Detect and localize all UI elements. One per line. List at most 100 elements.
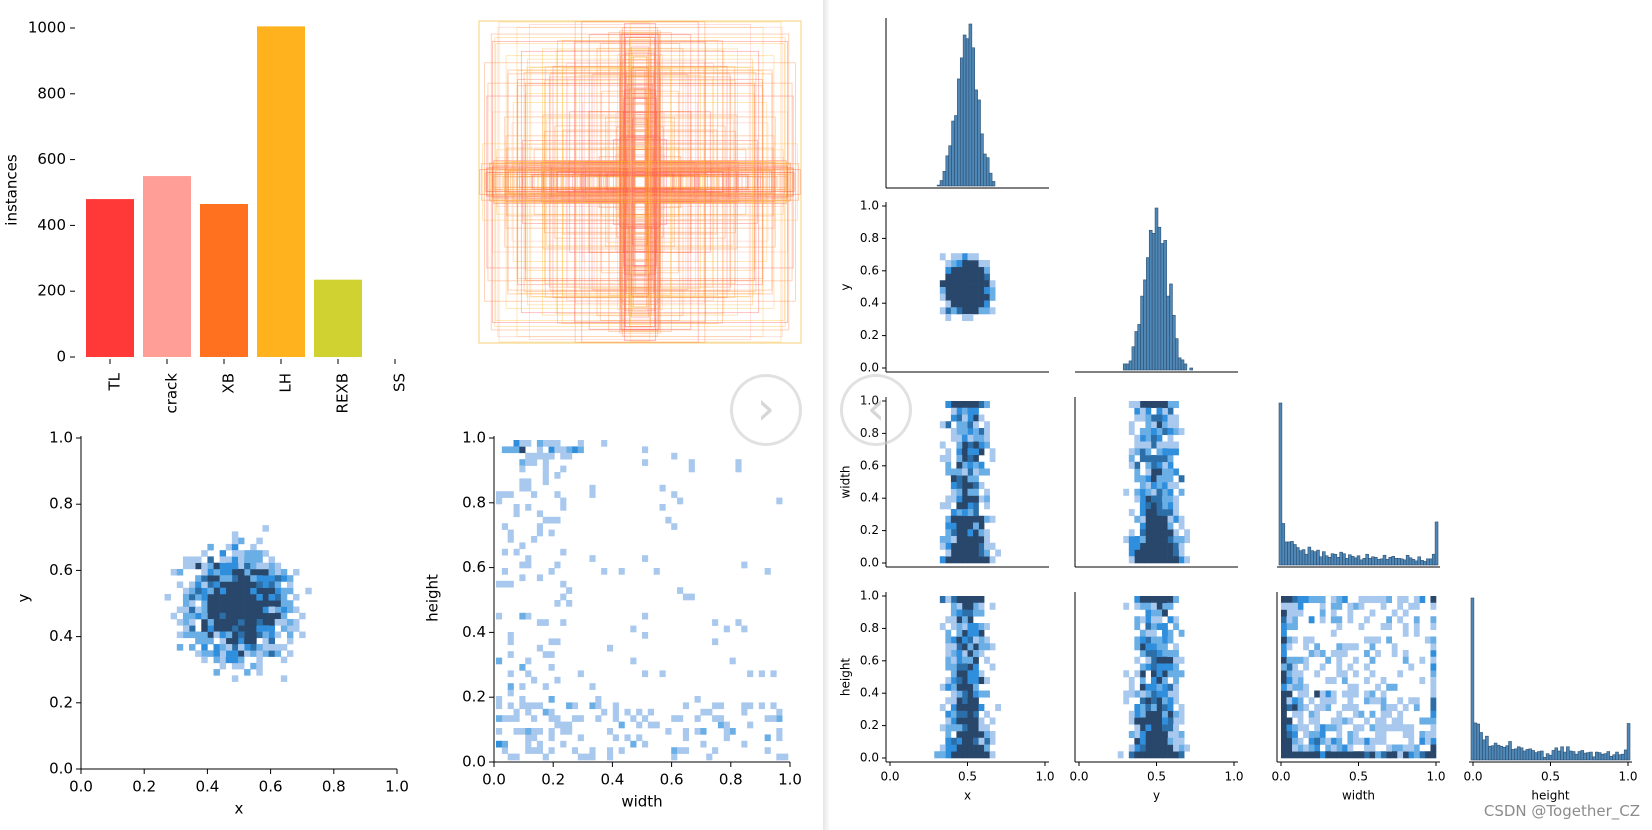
wh-heat-cell: [548, 440, 555, 447]
wh-heat-cell: [624, 708, 631, 716]
box-outline: [612, 139, 668, 225]
wh-heat-cell: [735, 465, 742, 473]
xy-heat-cell: [280, 625, 288, 632]
pair-width-height-heat-cell: [1397, 724, 1404, 732]
pair-width-height-heat-cell: [1430, 643, 1437, 651]
pair-width-width-hist-bar: [1431, 553, 1436, 566]
pair-width-height-heat-cell: [1402, 629, 1409, 637]
pair-y-height-heat-cell: [1134, 656, 1141, 664]
pair-y-width-heat-cell: [1162, 441, 1168, 449]
pair-x-width-heat-cell: [956, 434, 963, 442]
pair-x-width-heat-cell: [967, 556, 974, 564]
box-outline: [631, 90, 649, 274]
xy-heat-cell: [189, 593, 196, 601]
pair-y-width-heat-cell: [1173, 542, 1179, 550]
pair-x-y-y-tick-label: 0.0: [860, 361, 879, 375]
bar-x-tick-label: crack: [163, 373, 181, 414]
wh-heat-cell: [496, 702, 503, 710]
pair-width-height-heat-cell: [1292, 751, 1298, 759]
wh-heat-cell: [496, 657, 503, 665]
bar-y-tick-label: 200: [37, 282, 66, 300]
pair-width-height-x-tick-label: 1.0: [1426, 770, 1445, 784]
pair-width-width-hist-bar: [1417, 556, 1421, 566]
pair-y-width-heat-cell: [1145, 522, 1152, 530]
pair-x-y-heat-cell: [973, 266, 979, 274]
xy-heat-cell: [262, 562, 269, 570]
xy-heat-cell: [176, 619, 184, 626]
pair-x-height-heat-cell: [978, 670, 985, 678]
pair-width-height-heat-cell: [1336, 744, 1343, 752]
pair-y-width-heat-cell: [1156, 502, 1163, 510]
pair-width-height-heat-cell: [1341, 704, 1348, 712]
pair-width-height-heat-cell: [1358, 602, 1365, 610]
pair-x-height-heat-cell: [967, 643, 974, 651]
pair-width-height-x-tick-label: 0.5: [1349, 770, 1368, 784]
wh-heat-cell: [525, 459, 532, 466]
prev-arrow-icon[interactable]: ‹: [840, 374, 912, 446]
pair-y-height-heat-cell: [1162, 609, 1168, 617]
pair-x-y-heat-cell: [973, 280, 979, 288]
pair-width-width-hist-bar: [1327, 557, 1332, 566]
box-outline: [528, 24, 752, 340]
pair-x-width-heat-cell: [950, 414, 957, 422]
pair-width-width-hist-bar: [1429, 558, 1433, 566]
box-outline: [601, 147, 679, 217]
pair-x-height-heat-cell: [967, 616, 974, 624]
pair-height-height-hist-bar: [1473, 722, 1478, 761]
pair-x-height-heat-cell: [961, 710, 968, 718]
pair-x-width-heat-cell: [973, 468, 979, 476]
wh-heat-cell: [507, 670, 514, 678]
pair-y-width-heat-cell: [1134, 414, 1141, 422]
box-outline: [585, 175, 695, 189]
pair-x-width-heat-cell: [978, 468, 985, 476]
pair-width-height-heat-cell: [1430, 623, 1437, 631]
pair-x-width-heat-cell: [950, 482, 957, 490]
pair-y-height-heat-cell: [1173, 663, 1179, 671]
pair-y-height-heat-cell: [1139, 710, 1146, 718]
wh-heat-cell: [601, 440, 608, 447]
pair-y-y-hist-bar: [1122, 363, 1127, 371]
pair-x-width-heat-cell: [961, 556, 968, 564]
pair-height-height-hist-bar: [1537, 751, 1541, 761]
wh-x-tick-label: 0.4: [600, 771, 624, 789]
pair-width-height-heat-cell: [1297, 717, 1304, 725]
pair-x-height-y-tick-label: 0.4: [860, 686, 879, 700]
xy-heat-cell: [238, 593, 245, 601]
wh-heat-cell: [682, 593, 690, 601]
xy-heat-cell: [244, 562, 251, 570]
pair-x-width-heat-cell: [967, 401, 974, 409]
pair-width-height-heat-cell: [1286, 670, 1293, 678]
pair-width-height-heat-cell: [1358, 596, 1365, 604]
box-outline: [606, 171, 674, 193]
xy-heat-cell: [256, 619, 263, 626]
pair-y-height-heat-cell: [1162, 656, 1168, 664]
pair-width-height-heat-cell: [1352, 724, 1359, 732]
pair-width-width-hist-bar: [1405, 554, 1410, 566]
pair-width-height-heat-cell: [1336, 643, 1343, 651]
box-outline: [496, 149, 784, 215]
xy-heat-cell: [274, 606, 282, 614]
xy-heat-cell: [213, 656, 220, 664]
pair-y-width-heat-cell: [1128, 455, 1135, 463]
wh-heat-cell: [694, 696, 701, 703]
pair-y-width-heat-cell: [1139, 542, 1146, 550]
box-outline: [628, 129, 652, 235]
next-arrow-icon[interactable]: ›: [730, 374, 802, 446]
wh-heat-cell: [595, 696, 602, 703]
bar-y-tick-label: 600: [37, 150, 66, 168]
wh-heat-cell: [677, 747, 684, 754]
xy-heat-cell: [207, 562, 214, 570]
pair-x-y-heat-cell: [989, 307, 996, 315]
xy-heat-cell: [286, 637, 294, 645]
wh-heat-cell: [560, 593, 567, 601]
xy-heat-cell: [256, 562, 263, 570]
wh-heat-cell: [519, 484, 526, 492]
wh-heat-cell: [677, 715, 684, 722]
pair-x-height-heat-cell: [989, 751, 996, 759]
pair-y-height-heat-cell: [1145, 596, 1152, 604]
pair-y-height-heat-cell: [1123, 670, 1130, 678]
xy-heat-cell: [225, 631, 233, 639]
xy-heat-cell: [280, 600, 288, 607]
pair-y-height-heat-cell: [1150, 737, 1157, 745]
pair-y-width-heat-cell: [1134, 401, 1141, 409]
